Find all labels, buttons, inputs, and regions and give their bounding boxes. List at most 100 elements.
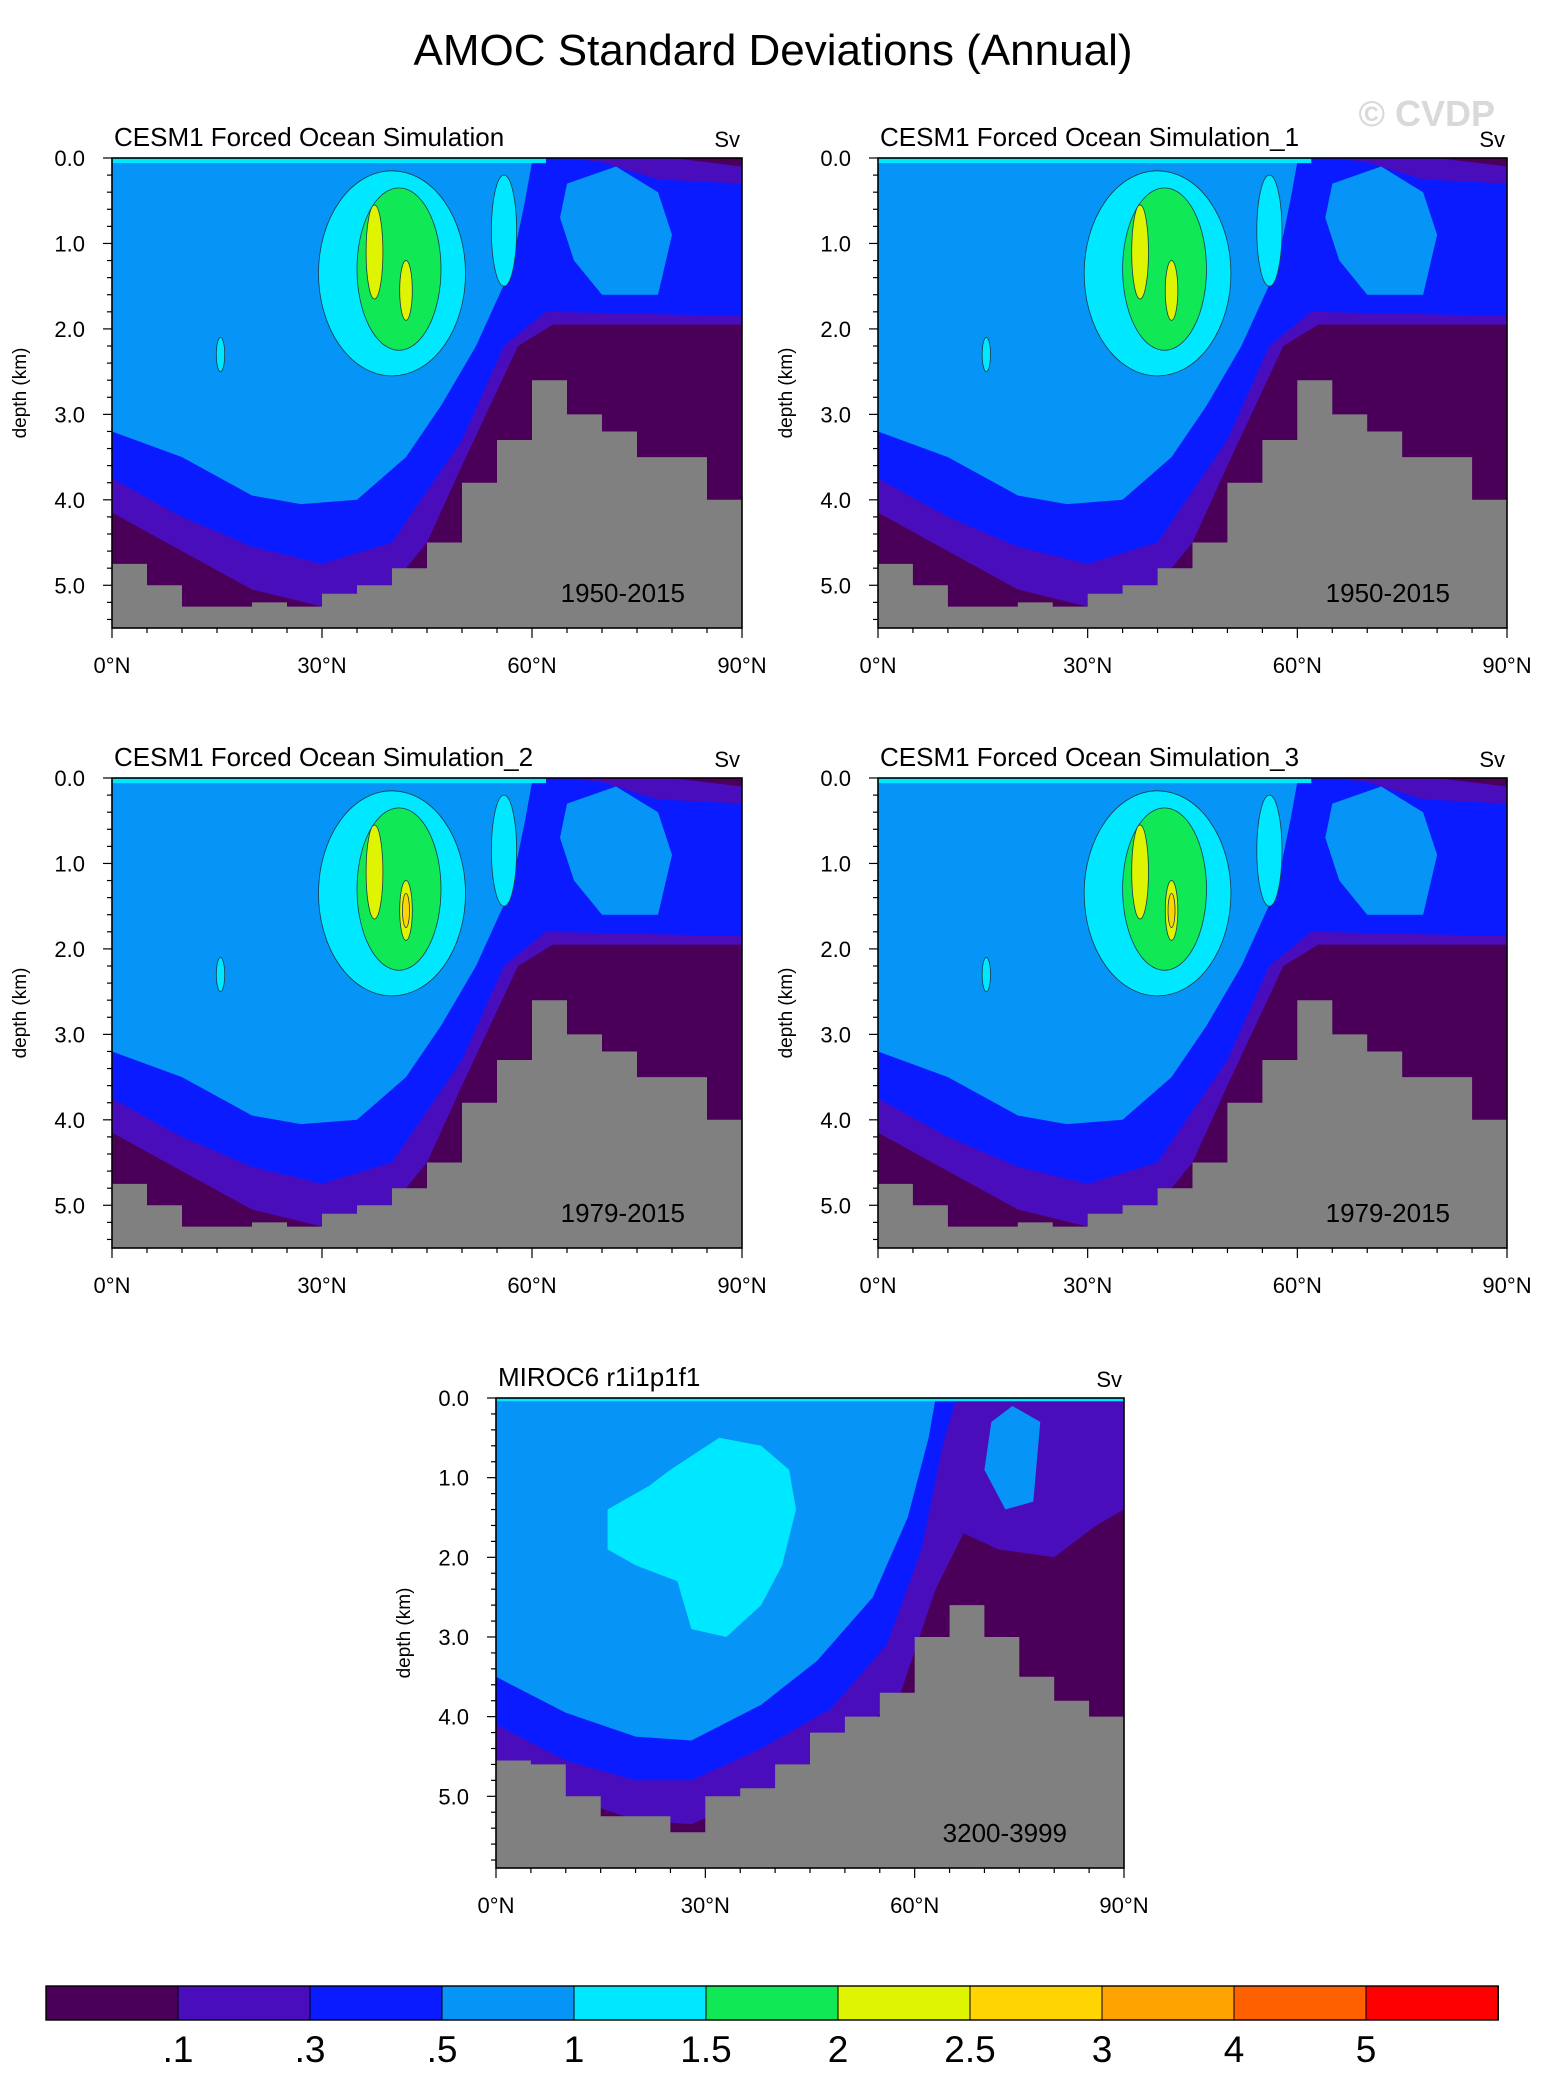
units-label: Sv <box>1096 1367 1122 1392</box>
y-axis-label: depth (km) <box>394 1588 415 1679</box>
contour-field <box>878 778 1507 1248</box>
band-2-2.5-b <box>1164 260 1179 321</box>
x-tick-label: 30°N <box>1063 1273 1112 1298</box>
colorbar-label: .1 <box>163 2029 194 2070</box>
band-surface <box>878 778 1312 784</box>
x-tick-label: 0°N <box>478 1893 515 1918</box>
figure-title: AMOC Standard Deviations (Annual) <box>414 26 1133 75</box>
band-2.5-3 <box>1167 892 1176 928</box>
y-axis-label: depth (km) <box>776 968 797 1059</box>
colorbar-frame <box>45 1985 1499 2021</box>
band-1-1.5-north <box>490 174 517 287</box>
colorbar-swatch <box>1233 1985 1367 2021</box>
colorbar-swatch <box>177 1985 311 2021</box>
band-2-2.5-b <box>399 260 413 321</box>
x-tick-label: 90°N <box>717 653 766 678</box>
band-1-1.5-north <box>1256 794 1283 907</box>
y-tick-label: 3.0 <box>54 1022 85 1047</box>
colorbar-label: .3 <box>295 2029 326 2070</box>
x-tick-label: 90°N <box>1099 1893 1148 1918</box>
band-surface <box>112 158 546 164</box>
panel-title: CESM1 Forced Ocean Simulation_1 <box>880 122 1299 152</box>
x-tick-label: 30°N <box>297 653 346 678</box>
colorbar-swatch <box>705 1985 839 2021</box>
contour-field <box>878 158 1507 628</box>
units-label: Sv <box>1479 127 1505 152</box>
band-surface <box>878 158 1312 164</box>
y-axis-label: depth (km) <box>10 968 31 1059</box>
x-tick-label: 90°N <box>1482 653 1531 678</box>
band-surface <box>112 778 546 784</box>
y-tick-label: 0.0 <box>54 146 85 171</box>
panel-3: 0.0 1.0 2.0 3.0 4.0 5.0 0°N 30°N 60°N 90°N CESM1 F… <box>10 742 767 1298</box>
colorbar-label: 3 <box>1092 2029 1113 2070</box>
y-tick-label: 0.0 <box>438 1386 469 1411</box>
x-tick-label: 60°N <box>507 1273 556 1298</box>
y-tick-label: 5.0 <box>438 1784 469 1809</box>
band-0.5-1-north <box>1325 786 1438 915</box>
x-tick-label: 0°N <box>94 1273 131 1298</box>
y-tick-label: 4.0 <box>54 488 85 513</box>
contour-field <box>112 778 742 1248</box>
y-tick-label: 4.0 <box>438 1705 469 1730</box>
seafloor <box>878 380 1507 628</box>
x-tick-label: 60°N <box>1273 653 1322 678</box>
x-tick-label: 60°N <box>1273 1273 1322 1298</box>
colorbar-swatch <box>441 1985 575 2021</box>
x-tick-label: 30°N <box>297 1273 346 1298</box>
x-tick-label: 90°N <box>1482 1273 1531 1298</box>
period-label: 3200-3999 <box>943 1818 1067 1848</box>
colorbar: .1 .3 .5 1 1.5 2 2.5 3 4 5 <box>45 1985 1499 2070</box>
y-tick-label: 5.0 <box>54 573 85 598</box>
colorbar-swatch <box>573 1985 707 2021</box>
colorbar-label: 1.5 <box>680 2029 731 2070</box>
seafloor <box>112 1000 742 1248</box>
y-tick-label: 1.0 <box>54 231 85 256</box>
y-tick-label: 0.0 <box>820 146 851 171</box>
colorbar-swatch <box>1101 1985 1235 2021</box>
y-tick-label: 0.0 <box>54 766 85 791</box>
panel-4: 0.0 1.0 2.0 3.0 4.0 5.0 0°N 30°N 60°N 90°N CESM1 F… <box>776 742 1532 1298</box>
seafloor <box>878 1000 1507 1248</box>
colorbar-swatch <box>969 1985 1103 2021</box>
y-tick-label: 3.0 <box>820 1022 851 1047</box>
colorbar-label: 1 <box>564 2029 585 2070</box>
y-tick-label: 3.0 <box>820 402 851 427</box>
colorbar-swatch <box>1365 1985 1499 2021</box>
colorbar-swatch <box>45 1985 179 2021</box>
band-2-2.5 <box>1131 204 1149 300</box>
x-tick-label: 0°N <box>860 653 897 678</box>
band-2.5-3 <box>402 892 410 928</box>
band-1-1.5-south <box>215 337 226 373</box>
y-tick-label: 3.0 <box>54 402 85 427</box>
watermark: © CVDP <box>1358 93 1495 134</box>
band-1-1.5-south <box>981 957 991 993</box>
contour-field <box>112 158 742 628</box>
band-1-1.5-south <box>981 337 991 373</box>
panel-title: CESM1 Forced Ocean Simulation <box>114 122 504 152</box>
y-tick-label: 1.0 <box>54 851 85 876</box>
y-tick-label: 1.0 <box>820 231 851 256</box>
colorbar-label: 5 <box>1356 2029 1377 2070</box>
seafloor <box>496 1605 1124 1868</box>
y-tick-label: 5.0 <box>820 1193 851 1218</box>
band-0.5-1-north <box>560 786 672 915</box>
x-tick-label: 30°N <box>1063 653 1112 678</box>
y-tick-label: 0.0 <box>820 766 851 791</box>
units-label: Sv <box>714 127 740 152</box>
y-tick-label: 2.0 <box>820 317 851 342</box>
colorbar-label: 2.5 <box>944 2029 995 2070</box>
y-tick-label: 5.0 <box>54 1193 85 1218</box>
panel-title: CESM1 Forced Ocean Simulation_2 <box>114 742 533 772</box>
panel-title: CESM1 Forced Ocean Simulation_3 <box>880 742 1299 772</box>
panels: 0.0 1.0 2.0 3.0 4.0 5.0 0°N 30°N 60°N 90°N CESM1 F… <box>10 122 1532 1918</box>
units-label: Sv <box>1479 747 1505 772</box>
colorbar-label: 4 <box>1224 2029 1245 2070</box>
colorbar-swatch <box>309 1985 443 2021</box>
x-tick-label: 0°N <box>94 653 131 678</box>
period-label: 1950-2015 <box>1326 578 1450 608</box>
y-axis-label: depth (km) <box>10 348 31 439</box>
y-tick-label: 2.0 <box>54 317 85 342</box>
band-2-2.5 <box>365 824 384 920</box>
